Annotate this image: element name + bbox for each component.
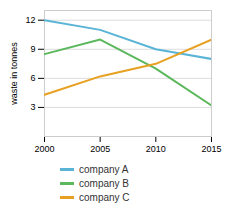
svg-text:2005: 2005	[90, 144, 110, 154]
svg-text:3: 3	[30, 102, 35, 112]
html-text:company B: company B	[79, 177, 129, 189]
svg-text:9: 9	[30, 44, 35, 54]
svg-text:2010: 2010	[146, 144, 166, 154]
html-text:company A: company A	[79, 163, 129, 175]
svg-text:waste in tonnes: waste in tonnes	[9, 42, 19, 106]
svg-text:2000: 2000	[34, 144, 54, 154]
svg-text:6: 6	[30, 73, 35, 83]
html-text:company C: company C	[79, 191, 130, 203]
svg-text:12: 12	[25, 15, 35, 25]
svg-text:2015: 2015	[201, 144, 221, 154]
